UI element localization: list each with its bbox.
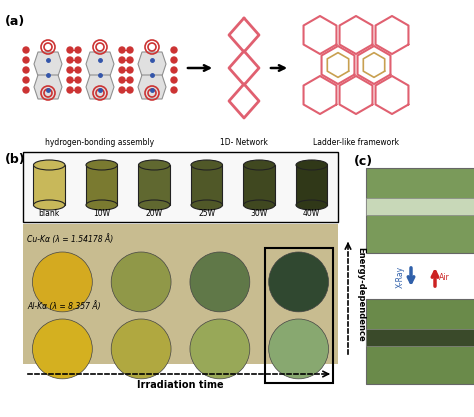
Circle shape bbox=[75, 47, 81, 53]
Text: (c): (c) bbox=[354, 155, 373, 168]
Circle shape bbox=[23, 87, 29, 93]
Ellipse shape bbox=[191, 160, 222, 170]
Ellipse shape bbox=[244, 200, 275, 210]
Ellipse shape bbox=[32, 252, 92, 312]
Circle shape bbox=[67, 47, 73, 53]
Bar bbox=[34, 165, 65, 205]
Polygon shape bbox=[86, 52, 114, 76]
Bar bbox=[366, 329, 474, 346]
Bar bbox=[366, 299, 474, 384]
Ellipse shape bbox=[191, 200, 222, 210]
Ellipse shape bbox=[34, 200, 65, 210]
Ellipse shape bbox=[86, 160, 118, 170]
Polygon shape bbox=[86, 75, 114, 99]
Circle shape bbox=[23, 77, 29, 83]
Circle shape bbox=[119, 87, 125, 93]
Circle shape bbox=[127, 67, 133, 73]
Circle shape bbox=[67, 87, 73, 93]
Circle shape bbox=[171, 87, 177, 93]
Ellipse shape bbox=[269, 319, 328, 379]
Circle shape bbox=[23, 67, 29, 73]
Text: 20W: 20W bbox=[146, 209, 163, 218]
Circle shape bbox=[171, 57, 177, 63]
Ellipse shape bbox=[190, 252, 250, 312]
Text: 1D- Network: 1D- Network bbox=[220, 138, 268, 147]
Text: (a): (a) bbox=[5, 15, 25, 28]
Circle shape bbox=[23, 57, 29, 63]
Circle shape bbox=[127, 47, 133, 53]
Text: Ladder-like framework: Ladder-like framework bbox=[313, 138, 399, 147]
Ellipse shape bbox=[244, 160, 275, 170]
Text: (b): (b) bbox=[5, 153, 26, 166]
Ellipse shape bbox=[111, 319, 171, 379]
Ellipse shape bbox=[296, 160, 328, 170]
Circle shape bbox=[127, 57, 133, 63]
Text: Cu-Kα (λ = 1.54178 Å): Cu-Kα (λ = 1.54178 Å) bbox=[27, 234, 113, 244]
Text: Al-Kα (λ = 8.357 Å): Al-Kα (λ = 8.357 Å) bbox=[27, 301, 100, 311]
Text: Air: Air bbox=[439, 272, 450, 281]
Ellipse shape bbox=[111, 252, 171, 312]
Ellipse shape bbox=[138, 200, 170, 210]
Bar bbox=[366, 198, 474, 215]
Circle shape bbox=[75, 77, 81, 83]
Circle shape bbox=[171, 77, 177, 83]
Bar bbox=[23, 224, 338, 364]
Ellipse shape bbox=[32, 319, 92, 379]
Bar bbox=[23, 152, 338, 222]
Text: 30W: 30W bbox=[251, 209, 268, 218]
Bar bbox=[296, 165, 328, 205]
Text: 25W: 25W bbox=[198, 209, 215, 218]
Bar bbox=[366, 168, 474, 253]
Circle shape bbox=[127, 87, 133, 93]
Circle shape bbox=[127, 77, 133, 83]
Text: Irradiation time: Irradiation time bbox=[137, 380, 224, 390]
Polygon shape bbox=[138, 75, 166, 99]
Text: blank: blank bbox=[38, 209, 60, 218]
Circle shape bbox=[171, 47, 177, 53]
Circle shape bbox=[75, 57, 81, 63]
Text: X-Ray: X-Ray bbox=[396, 266, 405, 288]
Ellipse shape bbox=[190, 319, 250, 379]
Polygon shape bbox=[34, 52, 62, 76]
Text: Energy-dependence: Energy-dependence bbox=[356, 246, 365, 342]
Ellipse shape bbox=[34, 160, 65, 170]
Circle shape bbox=[119, 77, 125, 83]
Circle shape bbox=[23, 47, 29, 53]
Polygon shape bbox=[138, 52, 166, 76]
Bar bbox=[244, 165, 275, 205]
Text: hydrogen-bonding assembly: hydrogen-bonding assembly bbox=[46, 138, 155, 147]
Text: 40W: 40W bbox=[303, 209, 320, 218]
Circle shape bbox=[119, 47, 125, 53]
Circle shape bbox=[75, 67, 81, 73]
Ellipse shape bbox=[86, 200, 118, 210]
Bar bbox=[138, 165, 170, 205]
Circle shape bbox=[67, 67, 73, 73]
Bar bbox=[264, 248, 333, 383]
Polygon shape bbox=[34, 75, 62, 99]
Text: 10W: 10W bbox=[93, 209, 110, 218]
Bar bbox=[191, 165, 222, 205]
Ellipse shape bbox=[269, 252, 328, 312]
Circle shape bbox=[67, 57, 73, 63]
Circle shape bbox=[119, 57, 125, 63]
Circle shape bbox=[75, 87, 81, 93]
Ellipse shape bbox=[138, 160, 170, 170]
Circle shape bbox=[67, 77, 73, 83]
Ellipse shape bbox=[296, 200, 328, 210]
Bar bbox=[86, 165, 118, 205]
Circle shape bbox=[171, 67, 177, 73]
Circle shape bbox=[119, 67, 125, 73]
